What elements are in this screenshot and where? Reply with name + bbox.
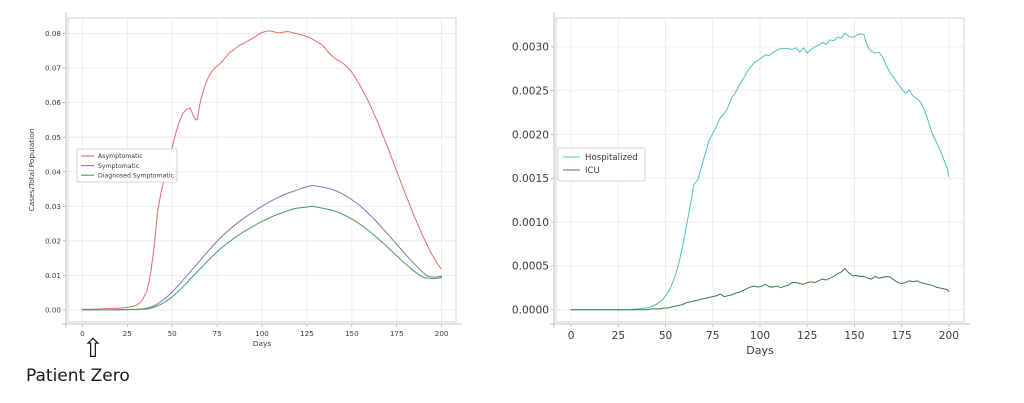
x-axis-title: Days	[253, 339, 272, 348]
plot-area-border	[67, 17, 457, 323]
right-chart-panel: 0 25 50 75 100 125 150 175 200 Days 0.0000 0.0005 0.…	[512, 0, 1024, 403]
legend: Hospitalized ICU	[557, 147, 646, 182]
x-tick-label: 25	[123, 329, 132, 338]
y-tick-label: 0.05	[45, 133, 61, 142]
series-line-asymptomatic	[81, 30, 443, 310]
y-tick-label: 0.0000	[512, 305, 549, 317]
x-tick-label: 0	[568, 330, 575, 342]
series-line-symptomatic	[81, 185, 443, 311]
x-axis-title: Days	[746, 344, 774, 357]
patient-zero-annotation: ⇧ Patient Zero	[26, 334, 206, 387]
legend-label-2: ICU	[585, 166, 600, 176]
legend-background	[76, 148, 178, 183]
y-tick-label: 0.01	[45, 271, 61, 280]
legend-label-2: Symptomatic	[98, 163, 140, 170]
y-tick-label: 0.0005	[512, 261, 549, 273]
plot-area-border	[555, 17, 965, 323]
x-tick-label: 50	[659, 330, 673, 342]
y-axis: 0.00 0.01 0.02 0.03 0.04 0.05 0.06 0.07 0.08 Case…	[27, 12, 67, 328]
x-tick-label: 175	[892, 330, 912, 342]
x-tick-label: 200	[435, 329, 449, 338]
series-group	[570, 32, 950, 311]
y-tick-label: 0.0010	[512, 217, 549, 229]
x-tick-label: 100	[750, 330, 770, 342]
x-tick-label: 75	[213, 329, 222, 338]
x-tick-label: 100	[255, 329, 269, 338]
y-axis: 0.0000 0.0005 0.0010 0.0015 0.0020 0.0025 0.00…	[512, 12, 555, 328]
x-axis: 0 25 50 75 100 125 150 175 200 Days	[550, 323, 970, 357]
right-chart-svg: 0 25 50 75 100 125 150 175 200Days0.00000.00050.…	[512, 12, 970, 357]
legend: Asymptomatic Symptomatic Diagnosed Symptom…	[76, 148, 178, 183]
series-group	[81, 30, 443, 311]
left-chart-svg: 0 25 50 75 100 125 150 175 200Days0.000.010.020.…	[27, 12, 462, 348]
series-line-hospitalized	[570, 32, 950, 311]
legend-label-1: Asymptomatic	[98, 153, 143, 160]
y-tick-label: 0.0020	[512, 129, 549, 141]
y-tick-label: 0.0025	[512, 86, 549, 98]
y-tick-label: 0.03	[45, 202, 61, 211]
legend-label-3: Diagnosed Symptomatic	[98, 172, 175, 179]
up-arrow-outline-icon: ⇧	[82, 334, 104, 364]
x-tick-label: 0	[80, 329, 85, 338]
left-chart-panel: 0 25 50 75 100 125 150 175 200 Days 0.00 0.01 0.02 0.…	[27, 12, 462, 348]
x-tick-label: 25	[612, 330, 625, 342]
x-tick-label: 75	[706, 330, 719, 342]
series-line-icu	[570, 268, 950, 311]
y-tick-label: 0.07	[45, 64, 61, 73]
x-axis: 0 25 50 75 100 125 150 175 200 Days	[62, 323, 462, 348]
x-tick-label: 150	[844, 330, 864, 342]
x-tick-label: 200	[939, 330, 959, 342]
y-tick-label: 0.06	[45, 98, 61, 107]
x-tick-label: 50	[168, 329, 178, 338]
y-tick-label: 0.00	[45, 306, 61, 315]
y-axis-title: Cases/Total Population	[27, 128, 36, 211]
y-tick-label: 0.08	[45, 29, 61, 38]
series-line-diagnosed-symptomatic	[81, 205, 443, 311]
y-tick-label: 0.0015	[512, 173, 549, 185]
x-tick-label: 125	[797, 330, 817, 342]
x-tick-label: 175	[390, 329, 404, 338]
legend-label-1: Hospitalized	[585, 153, 638, 163]
legend-background	[557, 147, 646, 182]
x-tick-label: 125	[300, 329, 314, 338]
y-tick-label: 0.02	[45, 236, 61, 245]
y-tick-label: 0.0030	[512, 42, 549, 54]
patient-zero-label: Patient Zero	[26, 366, 130, 386]
x-tick-label: 150	[345, 329, 359, 338]
y-tick-label: 0.04	[45, 167, 61, 176]
